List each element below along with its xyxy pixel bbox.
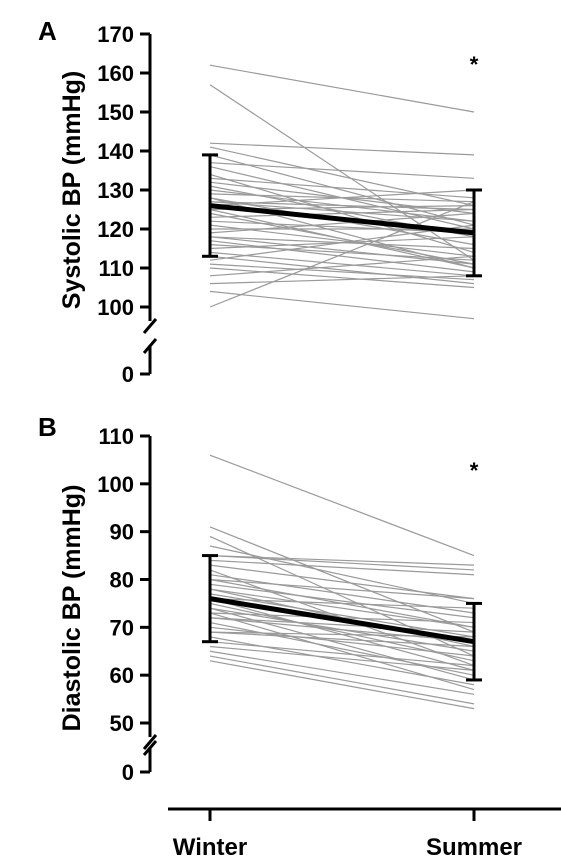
individual-line [209, 224, 475, 261]
panel-b-diastolic: B Diastolic BP (mmHg) 0 50 60 70 80 90 100 110 * [38, 412, 482, 785]
significance-marker: * [470, 458, 479, 483]
individual-line [209, 554, 475, 571]
individual-line [209, 162, 475, 179]
y-axis-title: Systolic BP (mmHg) [58, 71, 86, 309]
y-tick-label: 50 [110, 711, 134, 736]
individual-line [209, 631, 475, 648]
individual-line [209, 290, 475, 320]
individual-line [209, 454, 475, 557]
y-tick-label: 130 [97, 178, 134, 203]
y-tick-label: 150 [97, 100, 134, 125]
individual-line [209, 154, 475, 226]
individual-line [209, 617, 475, 633]
individual-line [209, 598, 475, 671]
individual-line [209, 177, 475, 199]
individual-line [209, 244, 475, 261]
individual-line [209, 641, 475, 667]
individual-line [209, 146, 475, 207]
individual-line [209, 617, 475, 643]
y-tick-label: 0 [122, 362, 134, 387]
axis-break-mark [142, 734, 158, 750]
individual-line [209, 212, 475, 234]
mean-line [209, 203, 475, 236]
x-axis: Winter Summer [168, 807, 561, 861]
individual-line [209, 583, 475, 619]
individual-line [209, 655, 475, 705]
individual-line [209, 660, 475, 710]
individual-line [209, 526, 475, 633]
axis-break-mark [142, 318, 158, 334]
individual-line [209, 559, 475, 576]
y-tick-label: 80 [110, 568, 134, 593]
individual-line [209, 236, 475, 265]
y-tick-label: 110 [99, 424, 135, 449]
panel-label: B [38, 412, 57, 442]
individual-line [209, 275, 475, 285]
individual-line [209, 201, 475, 222]
individual-line [209, 545, 475, 605]
x-tick-label: Summer [426, 834, 522, 861]
individual-line [209, 564, 475, 600]
individual-line [209, 84, 475, 261]
individual-line [209, 612, 475, 691]
individual-line [209, 554, 475, 566]
individual-line [209, 588, 475, 628]
individual-line [209, 578, 475, 600]
panel-label: A [38, 16, 57, 46]
individual-line [209, 208, 475, 269]
individual-line [209, 208, 475, 218]
y-tick-label: 160 [97, 61, 134, 86]
individual-line [209, 142, 475, 156]
individual-line [209, 645, 475, 671]
individual-line [209, 240, 475, 273]
individual-line [209, 598, 475, 609]
individual-line [209, 201, 475, 308]
y-tick-label: 0 [122, 760, 134, 785]
y-tick-label: 170 [97, 22, 134, 47]
y-tick-label: 100 [97, 472, 134, 497]
y-tick-label: 70 [110, 615, 134, 640]
individual-line [209, 255, 475, 285]
mean-line [209, 596, 475, 645]
y-tick-label: 110 [99, 256, 135, 281]
y-tick-label: 90 [110, 520, 134, 545]
y-tick-label: 140 [97, 139, 134, 164]
individual-line [209, 224, 475, 257]
individual-line [209, 251, 475, 277]
significance-marker: * [470, 52, 479, 77]
y-tick-label: 60 [110, 663, 134, 688]
y-tick-label: 120 [97, 217, 134, 242]
individual-line [209, 267, 475, 289]
y-tick-label: 100 [97, 295, 134, 320]
individual-line [209, 64, 475, 113]
x-tick-label: Winter [173, 834, 247, 861]
individual-line [209, 626, 475, 657]
individual-line [209, 166, 475, 230]
individual-line [209, 201, 475, 211]
y-axis-title: Diastolic BP (mmHg) [58, 485, 86, 732]
individual-line [209, 650, 475, 695]
